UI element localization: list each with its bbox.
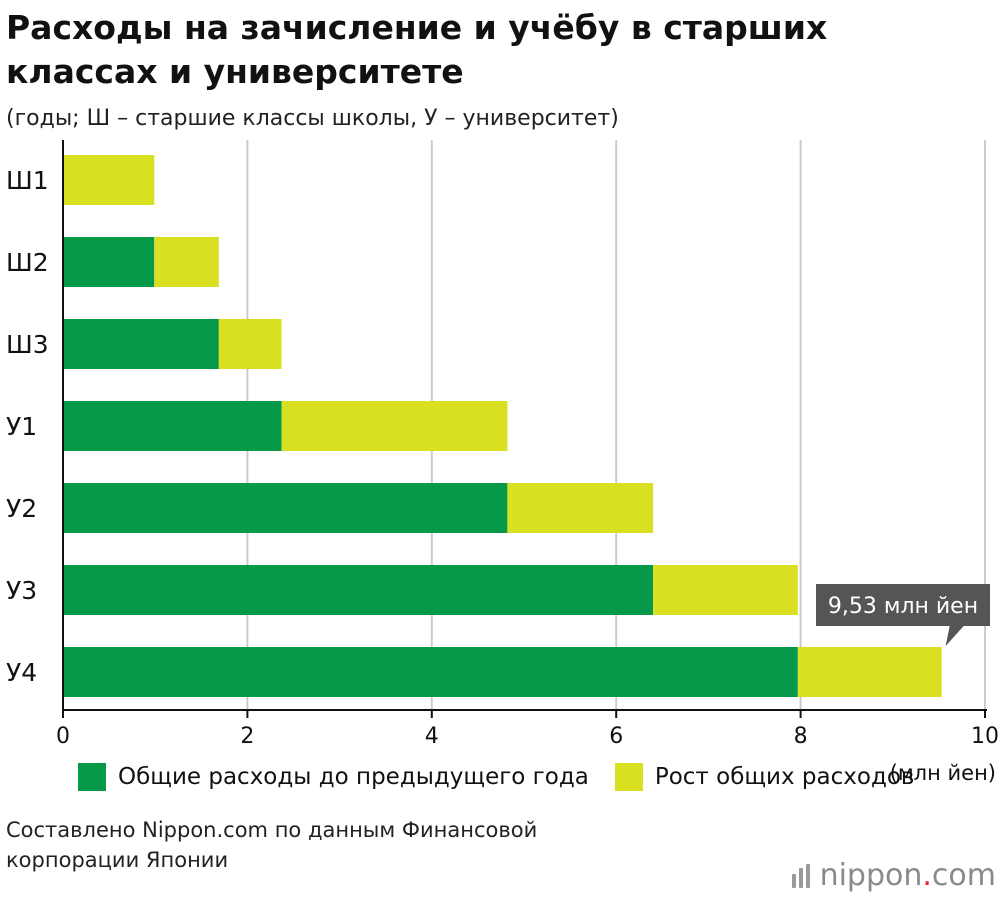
logo-bars-icon [791,863,810,888]
bar-У2-growth [507,483,654,533]
total-callout-box [816,584,990,646]
x-tick-label: 8 [794,724,808,749]
x-tick-label: 0 [56,724,70,749]
source-line-2: корпорации Японии [6,848,229,872]
logo-name: nippon [819,858,923,893]
x-tick-label: 4 [425,724,439,749]
chart-title: Расходы на зачисление и учёбу в старших … [6,8,828,91]
legend-item-growth: Рост общих расходов [614,763,915,791]
bar-У1-growth [281,401,508,451]
bar-У4-growth [797,647,942,697]
category-label: Ш3 [6,330,49,359]
category-label: У1 [6,412,37,441]
logo-dot: . [922,858,932,893]
legend-label-growth: Рост общих расходов [654,764,915,790]
chart-subtitle: (годы; Ш – старшие классы школы, У – уни… [6,106,619,131]
bar-У3-prev [63,565,654,615]
x-tick-label: 2 [240,724,254,749]
x-tick-label: 10 [971,724,999,749]
nippon-logo: nippon. com [791,858,996,893]
source-line-1: Составлено Nippon.com по данным Финансов… [6,818,538,842]
logo-domain: com [931,858,996,893]
category-label: Ш2 [6,248,49,277]
category-label: У3 [6,576,37,605]
legend-swatch-prev [78,763,106,791]
chart-legend: Общие расходы до предыдущего года Рост о… [78,763,940,791]
legend-swatch-growth [614,763,643,791]
bar-У1-prev [63,401,282,451]
bar-Ш2-growth [154,237,219,287]
category-label: У4 [6,658,37,687]
bar-Ш3-prev [63,319,219,369]
bar-Ш3-growth [218,319,282,369]
legend-item-prev: Общие расходы до предыдущего года [78,763,589,791]
bar-У2-prev [63,483,508,533]
category-label: У2 [6,494,37,523]
bar-У4-prev [63,647,798,697]
x-axis-unit-label: (млн йен) [890,761,996,785]
legend-label-prev: Общие расходы до предыдущего года [118,764,589,790]
x-tick-label: 6 [609,724,623,749]
bar-Ш1-growth [63,155,155,205]
total-callout-label: 9,53 млн йен [828,594,978,619]
source-note: Составлено Nippon.com по данным Финансов… [6,815,537,875]
bar-У3-growth [653,565,798,615]
bar-Ш2-prev [63,237,155,287]
category-label: Ш1 [6,166,49,195]
